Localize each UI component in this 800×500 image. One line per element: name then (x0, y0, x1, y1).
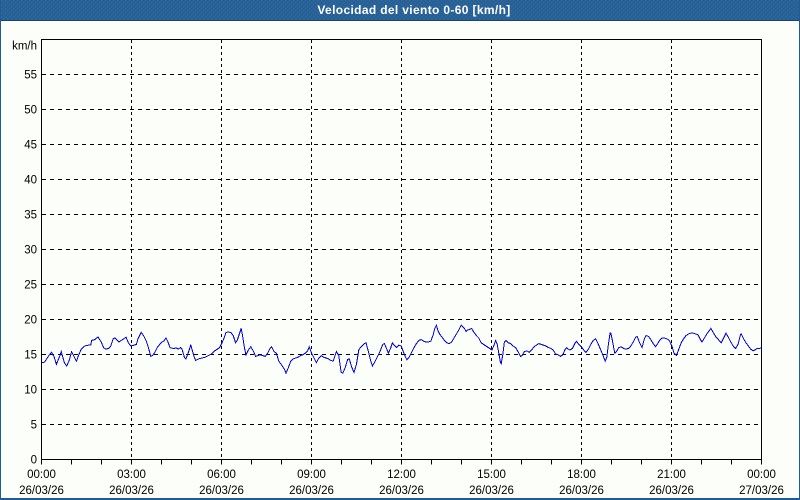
svg-text:35: 35 (24, 210, 37, 222)
svg-text:21:00: 21:00 (657, 469, 686, 481)
svg-text:26/03/26: 26/03/26 (199, 485, 244, 497)
svg-text:12:00: 12:00 (387, 469, 416, 481)
svg-text:18:00: 18:00 (567, 469, 596, 481)
svg-text:26/03/26: 26/03/26 (109, 485, 154, 497)
svg-text:10: 10 (24, 385, 37, 397)
svg-text:km/h: km/h (12, 41, 37, 53)
svg-text:5: 5 (31, 420, 37, 432)
svg-text:03:00: 03:00 (117, 469, 146, 481)
svg-text:26/03/26: 26/03/26 (649, 485, 694, 497)
svg-text:27/03/26: 27/03/26 (739, 485, 784, 497)
svg-text:50: 50 (24, 105, 37, 117)
svg-text:45: 45 (24, 140, 37, 152)
svg-text:15: 15 (24, 350, 37, 362)
svg-text:26/03/26: 26/03/26 (19, 485, 64, 497)
svg-text:26/03/26: 26/03/26 (559, 485, 604, 497)
svg-text:00:00: 00:00 (747, 469, 776, 481)
svg-text:26/03/26: 26/03/26 (289, 485, 334, 497)
svg-text:0: 0 (31, 455, 37, 467)
svg-text:26/03/26: 26/03/26 (379, 485, 424, 497)
svg-text:40: 40 (24, 175, 37, 187)
svg-text:55: 55 (24, 70, 37, 82)
svg-text:30: 30 (24, 245, 37, 257)
svg-text:26/03/26: 26/03/26 (469, 485, 514, 497)
svg-text:09:00: 09:00 (297, 469, 326, 481)
svg-text:25: 25 (24, 280, 37, 292)
svg-text:06:00: 06:00 (207, 469, 236, 481)
svg-text:00:00: 00:00 (27, 469, 56, 481)
svg-text:15:00: 15:00 (477, 469, 506, 481)
svg-text:20: 20 (24, 315, 37, 327)
